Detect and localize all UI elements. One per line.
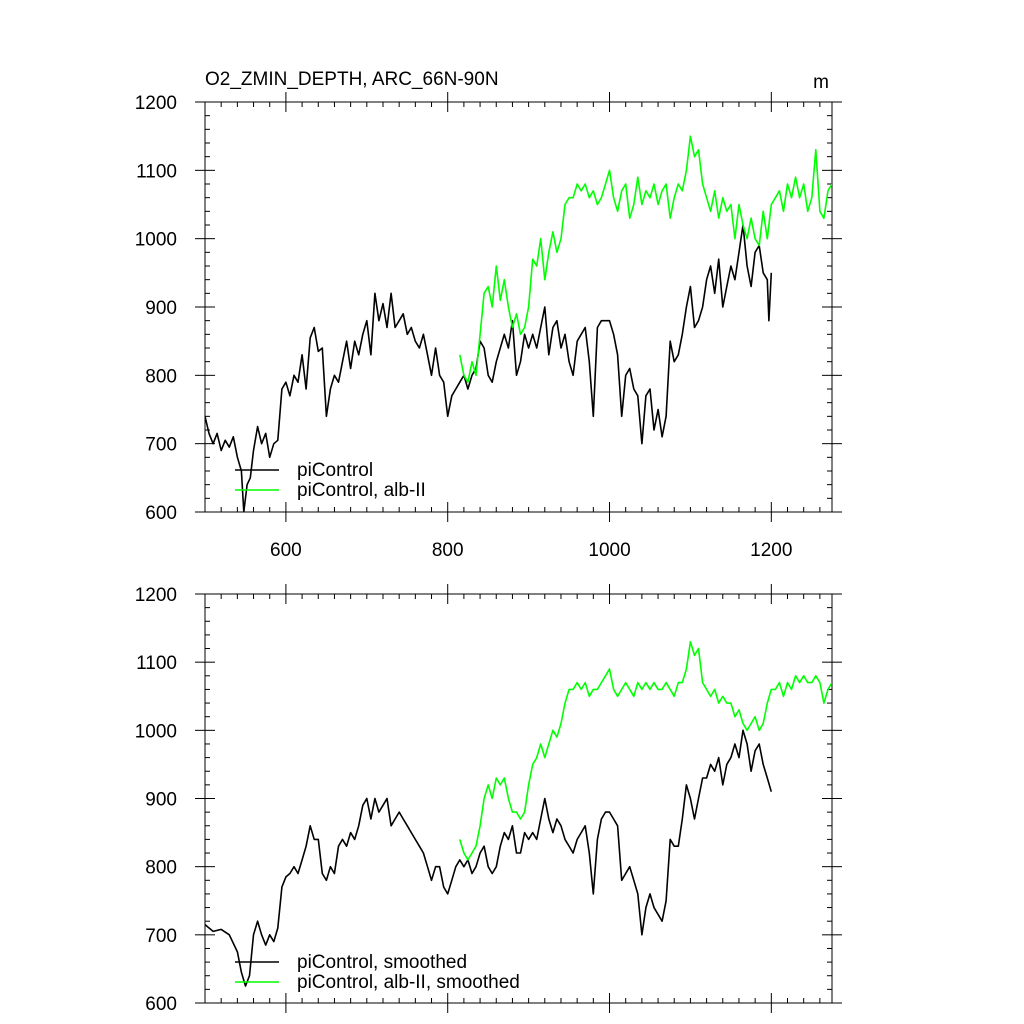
x-tick-label: 600 (270, 540, 302, 561)
y-tick-label: 700 (145, 926, 177, 947)
panel-bottom: 600 700 800 900 1000 1100 1200 piControl, smoot… (135, 584, 842, 1015)
chart-title: O2_ZMIN_DEPTH, ARC_66N-90N (205, 69, 499, 90)
units-label: m (813, 72, 829, 93)
y-tick-label: 1000 (135, 230, 177, 251)
series-line-0 (205, 729, 773, 987)
series-group (205, 640, 832, 987)
y-tick-label: 800 (145, 858, 177, 879)
legend-label: piControl, smoothed (297, 952, 467, 973)
y-tick-label: 900 (145, 298, 177, 319)
y-tick-label: 600 (145, 503, 177, 524)
legend-label: piControl, alb-II (297, 480, 426, 501)
axis-ticks (195, 584, 842, 1013)
y-tick-label: 600 (145, 994, 177, 1015)
x-tick-label: 800 (432, 540, 464, 561)
x-tick-label: 1000 (588, 540, 630, 561)
series-line-1 (459, 135, 832, 383)
x-tick-label: 1200 (750, 540, 792, 561)
y-tick-label: 1200 (135, 93, 177, 114)
series-line-1 (459, 640, 832, 861)
plot-frame (204, 593, 833, 1004)
y-tick-label: 1000 (135, 721, 177, 742)
y-tick-label: 800 (145, 366, 177, 387)
plot-frame (204, 101, 833, 513)
legend-label: piControl, alb-II, smoothed (297, 972, 520, 993)
y-tick-label: 1200 (135, 585, 177, 606)
series-line-0 (205, 224, 773, 512)
series-group (205, 135, 832, 512)
axis-ticks (195, 92, 842, 522)
y-tick-label: 900 (145, 790, 177, 811)
legend-label: piControl (297, 460, 373, 481)
y-tick-label: 1100 (136, 653, 177, 674)
y-tick-label: 700 (145, 435, 177, 456)
y-tick-label: 1100 (136, 161, 177, 182)
panel-top: 600 700 800 900 1000 1100 1200 600 800 1000 1200 O2… (135, 69, 842, 561)
